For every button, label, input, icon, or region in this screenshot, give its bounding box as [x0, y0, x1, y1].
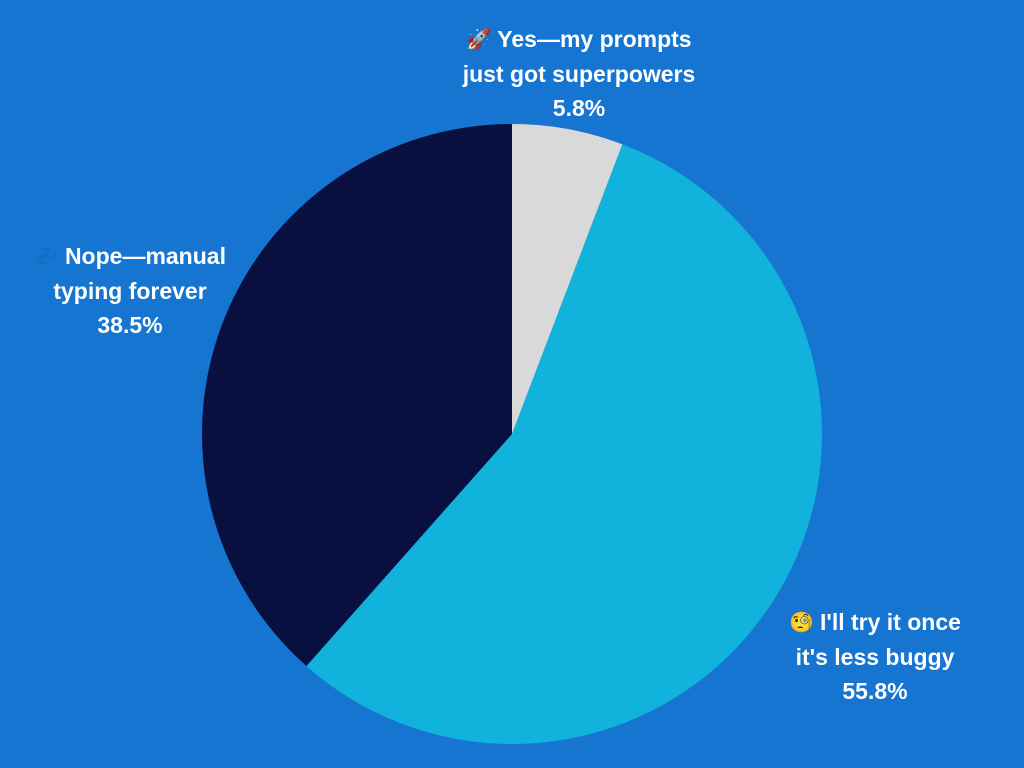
- pie-slice-try: [306, 144, 823, 745]
- slice-value-nope: 38.5%: [97, 312, 163, 338]
- zzz-icon: 💤: [34, 246, 59, 268]
- slice-label-nope-line2: typing forever: [53, 278, 207, 304]
- slice-label-nope: 💤 Nope—manual typing forever 38.5%: [10, 239, 250, 342]
- pie-slice-nope: [202, 124, 512, 667]
- monocle-face-icon: 🧐: [789, 612, 814, 634]
- slice-label-yes: 🚀 Yes—my prompts just got superpowers 5.8…: [449, 22, 709, 125]
- slice-value-yes: 5.8%: [552, 95, 606, 121]
- slice-label-try-line1: I'll try it once: [819, 609, 961, 635]
- slice-label-try: 🧐 I'll try it once it's less buggy 55.8%: [755, 605, 995, 708]
- slice-label-try-line2: it's less buggy: [795, 644, 955, 670]
- slice-value-try: 55.8%: [842, 678, 908, 704]
- rocket-icon: 🚀: [466, 29, 492, 51]
- pie-slice-yes: [512, 124, 623, 434]
- slice-label-nope-line1: Nope—manual: [64, 243, 226, 269]
- slice-label-yes-line1: Yes—my prompts: [497, 26, 692, 52]
- slice-label-yes-line2: just got superpowers: [462, 61, 696, 87]
